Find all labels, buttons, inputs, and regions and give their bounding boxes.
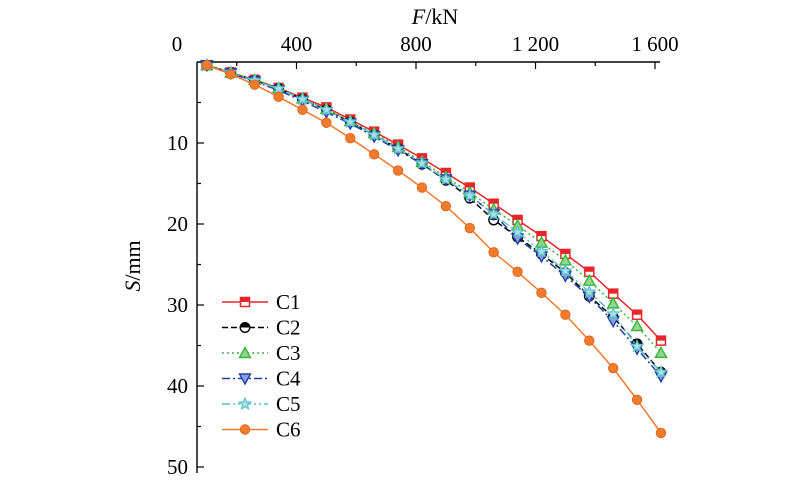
series-line-c5 bbox=[206, 64, 662, 373]
y-axis-title: S/mm bbox=[120, 240, 145, 291]
series-c2 bbox=[201, 59, 667, 378]
x-axis-title: F/kN bbox=[411, 4, 459, 29]
legend-label: C4 bbox=[276, 367, 301, 391]
legend-item-c3: C3 bbox=[222, 341, 301, 365]
data-point-c6 bbox=[464, 222, 475, 234]
series-c5 bbox=[199, 57, 669, 379]
x-tick-label: 800 bbox=[400, 32, 432, 56]
data-point-c6 bbox=[321, 117, 332, 128]
legend-swatch-marker bbox=[238, 346, 252, 359]
legend-label: C6 bbox=[276, 418, 301, 442]
y-tick-label: 20 bbox=[167, 212, 188, 236]
series-line-c4 bbox=[206, 64, 662, 377]
legend-label: C5 bbox=[276, 392, 301, 416]
axes-group: 0 400 800 1 200 1 600 10 20 30 40 50 bbox=[167, 32, 679, 479]
data-point-c6 bbox=[607, 362, 619, 374]
data-point-c3 bbox=[654, 345, 668, 358]
x-tick-label: 400 bbox=[281, 32, 313, 56]
data-point-c6 bbox=[655, 427, 667, 439]
series-line-c6 bbox=[206, 64, 662, 434]
y-axis-title-unit: /mm bbox=[120, 240, 145, 280]
series-c4 bbox=[200, 60, 668, 384]
data-point-c5 bbox=[510, 224, 525, 239]
data-point-c6 bbox=[416, 182, 428, 193]
series-layer bbox=[199, 57, 669, 439]
data-point-c1 bbox=[631, 309, 643, 320]
series-line-c2 bbox=[206, 64, 662, 373]
data-point-c6 bbox=[440, 200, 452, 212]
y-tick-label: 40 bbox=[167, 374, 188, 398]
data-point-c6 bbox=[297, 104, 308, 115]
data-point-c3 bbox=[630, 319, 644, 332]
data-point-c6 bbox=[512, 266, 523, 277]
legend-label: C1 bbox=[276, 290, 301, 314]
data-point-c6 bbox=[345, 132, 356, 144]
data-point-c6 bbox=[584, 335, 595, 346]
data-point-c5 bbox=[582, 284, 597, 299]
y-axis-title-symbol: S bbox=[120, 281, 145, 292]
legend-swatch-marker bbox=[237, 396, 253, 411]
data-point-c6 bbox=[392, 165, 404, 176]
legend-swatch-marker bbox=[238, 373, 252, 386]
series-line-c3 bbox=[206, 64, 662, 354]
data-point-c5 bbox=[390, 141, 406, 155]
data-point-c6 bbox=[631, 394, 643, 405]
data-point-c6 bbox=[273, 91, 284, 103]
x-tick-label: 0 bbox=[172, 32, 183, 56]
data-point-c6 bbox=[488, 247, 499, 258]
legend-item-c1: C1 bbox=[222, 290, 301, 314]
data-point-c5 bbox=[605, 306, 621, 321]
data-point-c5 bbox=[295, 91, 310, 106]
legend-swatch-marker bbox=[239, 322, 251, 334]
data-point-c6 bbox=[560, 309, 571, 320]
y-tick-label: 30 bbox=[167, 293, 188, 317]
y-tick-label: 50 bbox=[167, 455, 188, 479]
legend-item-c6: C6 bbox=[222, 418, 301, 442]
data-point-c6 bbox=[536, 287, 547, 299]
legend-item-c4: C4 bbox=[222, 367, 301, 391]
legend-label: C2 bbox=[276, 316, 301, 340]
legend-label: C3 bbox=[276, 341, 301, 365]
series-c3 bbox=[200, 58, 668, 358]
svg-text:F/kN: F/kN bbox=[411, 4, 459, 29]
svg-text:S/mm: S/mm bbox=[120, 240, 145, 291]
series-c6 bbox=[201, 60, 667, 439]
data-point-c5 bbox=[366, 127, 382, 142]
data-point-c5 bbox=[438, 171, 454, 186]
x-axis-title-symbol: F bbox=[411, 4, 426, 29]
x-tick-label: 1 200 bbox=[512, 32, 559, 56]
data-point-c5 bbox=[629, 338, 645, 353]
y-tick-label: 10 bbox=[167, 131, 188, 155]
data-point-c5 bbox=[558, 263, 573, 278]
data-point-c5 bbox=[319, 102, 334, 116]
data-point-c5 bbox=[653, 364, 669, 379]
data-point-c6 bbox=[225, 68, 236, 80]
data-point-c5 bbox=[414, 155, 430, 170]
data-point-c5 bbox=[486, 206, 501, 221]
legend-swatch-marker bbox=[239, 424, 251, 435]
data-point-c5 bbox=[271, 81, 286, 95]
data-point-c6 bbox=[249, 79, 260, 90]
data-point-c5 bbox=[343, 114, 358, 129]
data-point-c5 bbox=[534, 243, 549, 258]
data-point-c6 bbox=[201, 60, 213, 71]
data-point-c5 bbox=[462, 188, 478, 202]
x-axis-title-unit: /kN bbox=[425, 4, 458, 29]
legend-item-c2: C2 bbox=[222, 316, 301, 340]
legend-item-c5: C5 bbox=[222, 392, 301, 416]
x-tick-label: 1 600 bbox=[631, 32, 678, 56]
data-point-c1 bbox=[655, 335, 667, 346]
legend-swatch-marker bbox=[239, 296, 251, 308]
data-point-c6 bbox=[368, 149, 380, 160]
